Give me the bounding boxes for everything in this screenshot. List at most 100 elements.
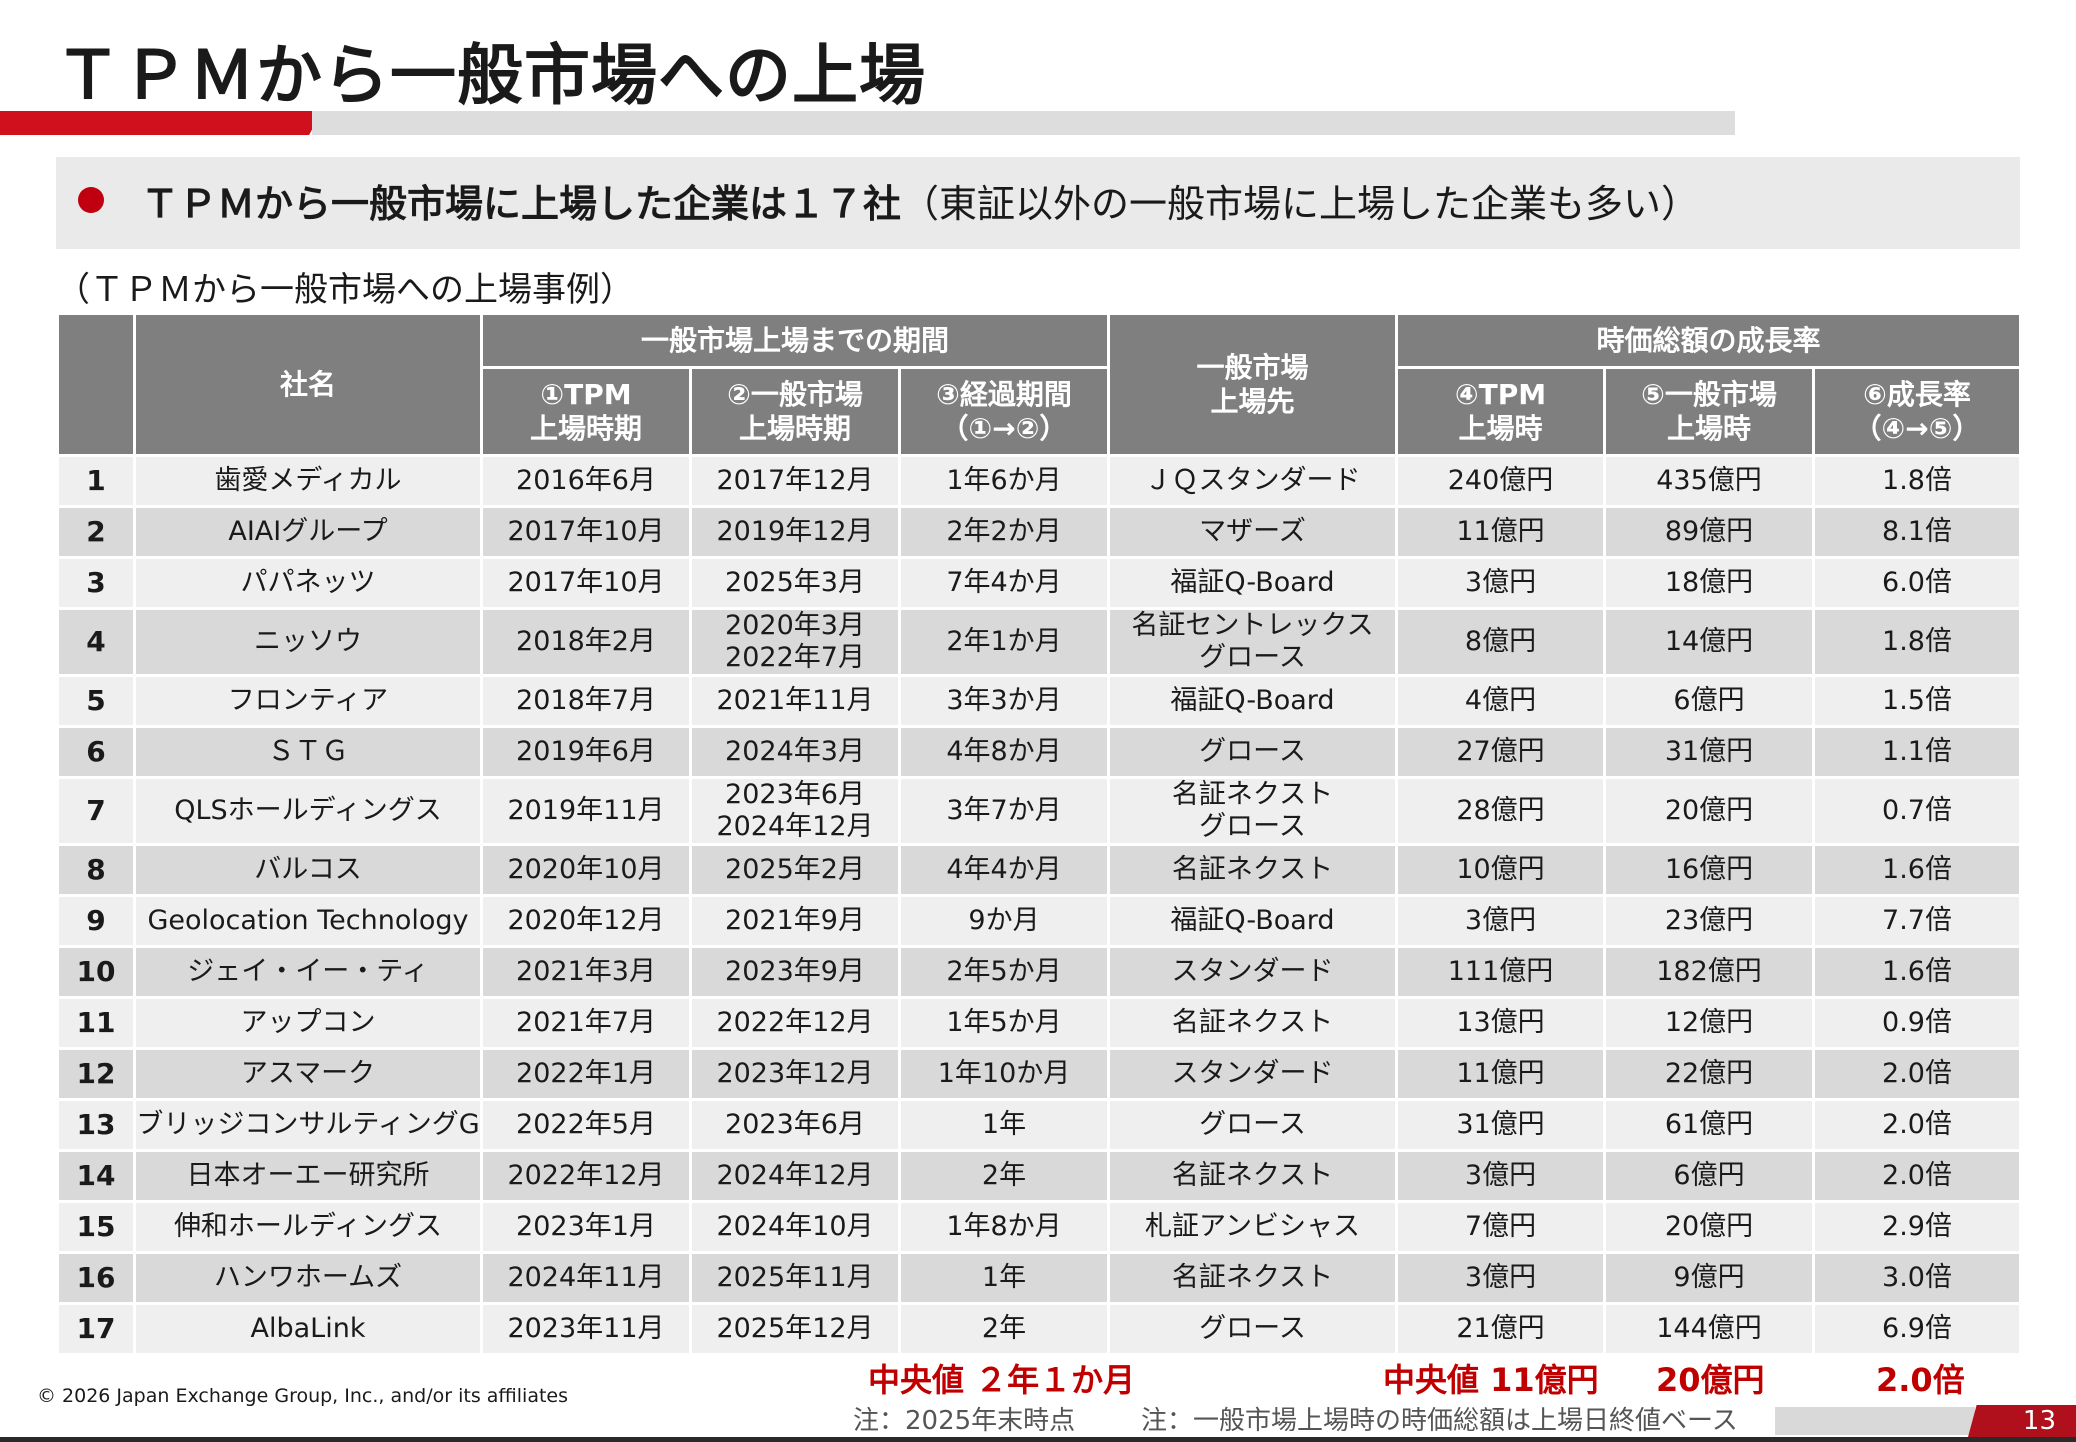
cell-tpm-date: 2023年11月 bbox=[480, 1302, 692, 1356]
cell-market-line: ＪＱスタンダード bbox=[1144, 465, 1361, 496]
cell-cap-general: 144億円 bbox=[1603, 1302, 1815, 1356]
cell-cap-tpm: 3億円 bbox=[1395, 556, 1606, 610]
cell-cap-tpm: 13億円 bbox=[1395, 996, 1606, 1050]
cell-company: ブリッジコンサルティングG bbox=[133, 1098, 483, 1152]
cell-market: グロース bbox=[1107, 725, 1398, 779]
cell-cap-general: 20億円 bbox=[1603, 776, 1815, 846]
cell-general-date: 2025年3月 bbox=[689, 556, 901, 610]
cell-market-line: 名証ネクスト bbox=[1171, 1160, 1334, 1191]
summary-normal: （東証以外の一般市場に上場した企業も多い） bbox=[901, 182, 1700, 226]
cell-elapsed: 1年 bbox=[898, 1098, 1110, 1152]
table-row: 11 アップコン 2021年7月 2022年12月 1年5か月 名証ネクスト 13億円 12億… bbox=[56, 996, 2022, 1050]
table-row: 16 ハンワホームズ 2024年11月 2025年11月 1年 名証ネクスト 3億円 9億円 3… bbox=[56, 1251, 2022, 1305]
cell-general-date-line: 2024年12月 bbox=[716, 811, 874, 842]
cell-cap-tpm: 240億円 bbox=[1395, 454, 1606, 508]
cell-tpm-date: 2022年5月 bbox=[480, 1098, 692, 1152]
cell-cap-tpm: 8億円 bbox=[1395, 607, 1606, 677]
page-title: ＴＰＭから一般市場への上場 bbox=[55, 37, 926, 114]
cell-tpm-date: 2018年2月 bbox=[480, 607, 692, 677]
cell-growth: 1.5倍 bbox=[1812, 674, 2022, 728]
summary-box: ＴＰＭから一般市場に上場した企業は１７社（東証以外の一般市場に上場した企業も多い… bbox=[56, 157, 2020, 249]
cell-market: グロース bbox=[1107, 1302, 1398, 1356]
cell-elapsed: 3年3か月 bbox=[898, 674, 1110, 728]
cell-company: ハンワホームズ bbox=[133, 1251, 483, 1305]
header-growth-l1: ⑥成長率 bbox=[1863, 377, 1971, 411]
cell-cap-general: 12億円 bbox=[1603, 996, 1815, 1050]
table-row: 3 パパネッツ 2017年10月 2025年3月 7年4か月 福証Q-Board 3億円 18… bbox=[56, 556, 2022, 610]
table-row: 5 フロンティア 2018年7月 2021年11月 3年3か月 福証Q-Board 4億円 6… bbox=[56, 674, 2022, 728]
header-market-l2: 上場先 bbox=[1210, 384, 1295, 418]
table-row: 9 Geolocation Technology 2020年12月 2021年9月 9か… bbox=[56, 894, 2022, 948]
cell-company: バルコス bbox=[133, 843, 483, 897]
cell-market: 福証Q-Board bbox=[1107, 556, 1398, 610]
cell-general-date: 2017年12月 bbox=[689, 454, 901, 508]
cell-company: 伸和ホールディングス bbox=[133, 1200, 483, 1254]
cell-general-date: 2024年3月 bbox=[689, 725, 901, 779]
cell-elapsed: 4年4か月 bbox=[898, 843, 1110, 897]
header-cap-tpm: ④TPM 上場時 bbox=[1395, 366, 1606, 457]
header-tpm-date-l2: 上場時期 bbox=[529, 411, 642, 445]
cell-general-date-line: 2017年12月 bbox=[716, 465, 874, 496]
cell-no: 9 bbox=[56, 894, 136, 948]
cell-general-date-line: 2024年10月 bbox=[716, 1211, 874, 1242]
cell-company: パパネッツ bbox=[133, 556, 483, 610]
cell-market-line: 名証ネクスト bbox=[1171, 1262, 1334, 1293]
cell-no: 4 bbox=[56, 607, 136, 677]
header-market: 一般市場 上場先 bbox=[1107, 312, 1398, 457]
cell-elapsed: 4年8か月 bbox=[898, 725, 1110, 779]
cell-cap-general: 9億円 bbox=[1603, 1251, 1815, 1305]
cell-elapsed: 1年5か月 bbox=[898, 996, 1110, 1050]
median-cap-tpm: 中央値 11億円 bbox=[1383, 1361, 1599, 1399]
cell-general-date: 2022年12月 bbox=[689, 996, 901, 1050]
cell-growth: 1.6倍 bbox=[1812, 945, 2022, 999]
cell-cap-general: 18億円 bbox=[1603, 556, 1815, 610]
bullet-icon bbox=[78, 187, 104, 213]
cell-market-line: 福証Q-Board bbox=[1170, 905, 1335, 936]
cell-tpm-date: 2021年3月 bbox=[480, 945, 692, 999]
cell-market-line: グロース bbox=[1199, 642, 1306, 673]
cell-market: ＪＱスタンダード bbox=[1107, 454, 1398, 508]
cell-cap-general: 14億円 bbox=[1603, 607, 1815, 677]
cell-general-date-line: 2022年7月 bbox=[725, 642, 865, 673]
cell-growth: 2.0倍 bbox=[1812, 1047, 2022, 1101]
cell-no: 7 bbox=[56, 776, 136, 846]
cell-market: 福証Q-Board bbox=[1107, 674, 1398, 728]
cell-general-date-line: 2024年3月 bbox=[725, 736, 865, 767]
cell-elapsed: 2年 bbox=[898, 1302, 1110, 1356]
cell-general-date-line: 2023年6月 bbox=[725, 1109, 865, 1140]
cell-elapsed: 2年 bbox=[898, 1149, 1110, 1203]
median-growth: 2.0倍 bbox=[1876, 1361, 1965, 1399]
cell-growth: 8.1倍 bbox=[1812, 505, 2022, 559]
cell-cap-tpm: 28億円 bbox=[1395, 776, 1606, 846]
header-market-l1: 一般市場 bbox=[1196, 350, 1309, 384]
cell-market: スタンダード bbox=[1107, 945, 1398, 999]
cell-tpm-date: 2023年1月 bbox=[480, 1200, 692, 1254]
cell-tpm-date: 2024年11月 bbox=[480, 1251, 692, 1305]
cell-tpm-date: 2022年1月 bbox=[480, 1047, 692, 1101]
cell-cap-general: 16億円 bbox=[1603, 843, 1815, 897]
cell-market-line: グロース bbox=[1199, 736, 1306, 767]
table-row: 12 アスマーク 2022年1月 2023年12月 1年10か月 スタンダード 11億円 22… bbox=[56, 1047, 2022, 1101]
table-row: 17 AlbaLink 2023年11月 2025年12月 2年 グロース 21億円 144億… bbox=[56, 1302, 2022, 1356]
cell-cap-tpm: 21億円 bbox=[1395, 1302, 1606, 1356]
header-cap-general: ⑤一般市場 上場時 bbox=[1603, 366, 1815, 457]
cell-no: 8 bbox=[56, 843, 136, 897]
table-row: 14 日本オーエー研究所 2022年12月 2024年12月 2年 名証ネクスト 3億円 6億… bbox=[56, 1149, 2022, 1203]
cell-company: ジェイ・イー・ティ bbox=[133, 945, 483, 999]
cell-cap-tpm: 111億円 bbox=[1395, 945, 1606, 999]
cell-cap-general: 6億円 bbox=[1603, 674, 1815, 728]
cell-general-date: 2023年6月 2024年12月 bbox=[689, 776, 901, 846]
cell-no: 13 bbox=[56, 1098, 136, 1152]
bottom-rule bbox=[0, 1437, 2076, 1442]
cell-growth: 1.1倍 bbox=[1812, 725, 2022, 779]
header-tpm-date: ①TPM 上場時期 bbox=[480, 366, 692, 457]
cell-growth: 2.9倍 bbox=[1812, 1200, 2022, 1254]
cell-company: 歯愛メディカル bbox=[133, 454, 483, 508]
cell-company: ＳＴＧ bbox=[133, 725, 483, 779]
cell-cap-general: 23億円 bbox=[1603, 894, 1815, 948]
table-row: 1 歯愛メディカル 2016年6月 2017年12月 1年6か月 ＪＱスタンダード 240億… bbox=[56, 454, 2022, 508]
cell-market-line: 札証アンビシャス bbox=[1145, 1211, 1360, 1242]
header-cap-general-l1: ⑤一般市場 bbox=[1641, 377, 1777, 411]
cell-growth: 1.8倍 bbox=[1812, 454, 2022, 508]
cell-market: 名証ネクスト bbox=[1107, 1251, 1398, 1305]
